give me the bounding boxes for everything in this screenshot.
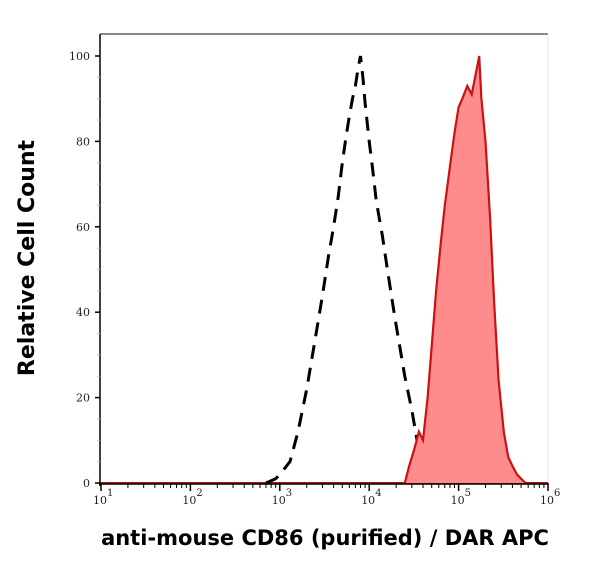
y-tick-label: 60 [76, 221, 90, 234]
stained-sample-curve [403, 55, 527, 484]
isotype-control-curve [265, 55, 434, 485]
y-tick-label: 80 [76, 135, 90, 148]
x-axis-ticks: 101 102 103 104 105 106 [93, 484, 560, 507]
series-layer [100, 55, 548, 485]
y-tick-label: 0 [83, 477, 90, 490]
x-tick-label: 101 [93, 488, 113, 507]
y-axis-label: Relative Cell Count [15, 139, 40, 376]
y-tick-label: 100 [69, 50, 90, 63]
x-tick-label: 104 [361, 488, 381, 507]
x-tick-label: 106 [540, 488, 560, 507]
y-tick-label: 20 [76, 392, 90, 405]
x-tick-label: 103 [272, 488, 292, 507]
x-tick-label: 105 [451, 488, 471, 507]
y-tick-label: 40 [76, 306, 90, 319]
series-fill [404, 56, 526, 483]
x-axis-label: anti-mouse CD86 (purified) / DAR APC [101, 526, 549, 550]
x-tick-label: 102 [182, 488, 202, 507]
y-axis-ticks: 0 20 40 60 80 100 [69, 50, 100, 490]
